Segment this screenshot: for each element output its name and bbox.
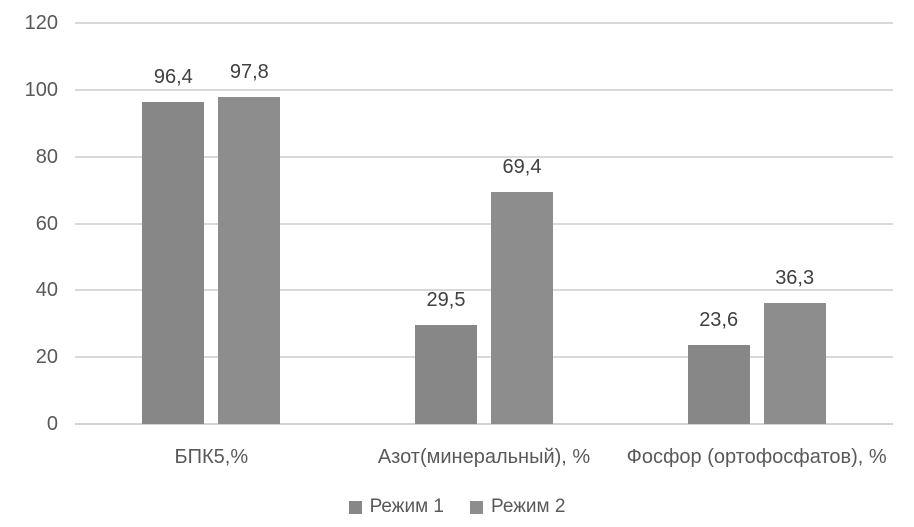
legend: Режим 1 Режим 2 — [0, 494, 914, 520]
gridline — [75, 222, 893, 225]
legend-label: Режим 2 — [491, 496, 566, 517]
bar-series2-cat2 — [491, 192, 553, 424]
legend-swatch-icon — [470, 500, 483, 514]
x-axis-line — [75, 423, 893, 425]
data-label: 69,4 — [502, 156, 542, 179]
data-label: 36,3 — [775, 266, 815, 289]
bar-series1-cat2 — [415, 325, 477, 424]
gridline — [75, 155, 893, 158]
legend-item-1: Режим 1 — [348, 494, 444, 520]
category-label: Азот(минеральный), % — [377, 446, 591, 468]
y-tick-label: 80 — [35, 145, 58, 168]
bar-series1-cat1 — [142, 101, 205, 424]
gridline — [75, 289, 893, 292]
gridline — [75, 356, 893, 359]
category-label: БПК5,% — [174, 446, 249, 468]
data-label: 96,4 — [153, 65, 193, 88]
y-tick-label: 60 — [35, 212, 58, 235]
data-label: 97,8 — [229, 61, 269, 84]
bar-series2-cat3 — [763, 302, 826, 424]
gridline — [75, 88, 893, 91]
y-tick-label: 120 — [24, 12, 58, 34]
bar-series1-cat3 — [687, 345, 750, 424]
y-tick-label: 40 — [35, 279, 58, 302]
gridline — [75, 22, 893, 24]
data-label: 29,5 — [426, 289, 466, 312]
y-tick-label: 0 — [46, 413, 58, 435]
legend-label: Режим 1 — [369, 496, 444, 517]
legend-swatch-icon — [348, 500, 362, 514]
legend-item-2: Режим 2 — [470, 494, 565, 520]
y-tick-label: 20 — [35, 346, 58, 369]
data-label: 23,6 — [699, 309, 739, 332]
y-tick-label: 100 — [24, 78, 58, 101]
category-label: Фосфор (ортофосфатов), % — [626, 446, 887, 468]
bar-series2-cat1 — [218, 97, 281, 424]
